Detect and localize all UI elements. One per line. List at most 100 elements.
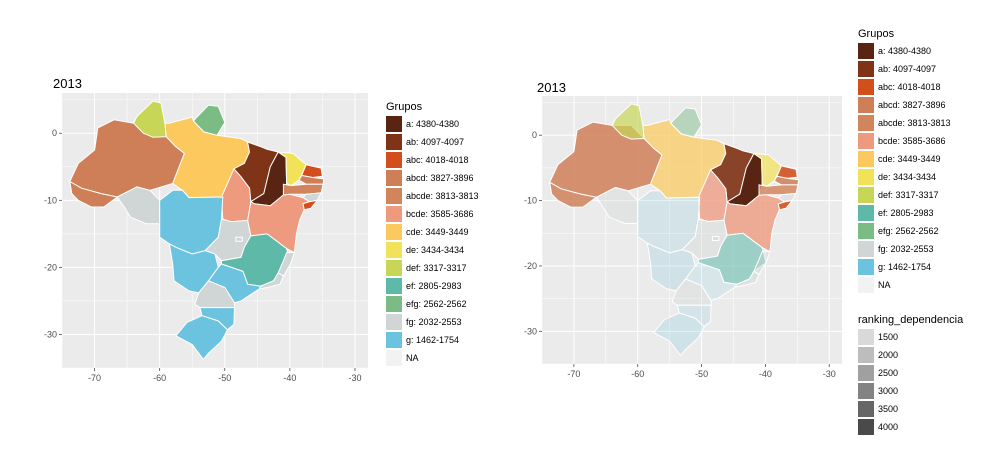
legend-label: abc: 4018-4018 xyxy=(878,82,941,92)
legend-swatch xyxy=(858,205,874,221)
legend-swatch xyxy=(858,97,874,113)
y-tick-label: -20 xyxy=(524,261,537,271)
legend-swatch xyxy=(386,314,402,330)
state-rj xyxy=(734,270,760,288)
legend-swatch xyxy=(386,188,402,204)
legend-swatch xyxy=(386,134,402,150)
legend-swatch xyxy=(858,115,874,131)
legend-label: ef: 2805-2983 xyxy=(878,208,934,218)
legend-swatch xyxy=(386,296,402,312)
legend-swatch xyxy=(386,206,402,222)
legend-label: NA xyxy=(406,353,419,363)
map-panel-right: 2013 -70 -60 -50 -40 -30 0 -10 -20 -30 Grupos a:… xyxy=(524,28,964,435)
legend-swatch xyxy=(858,169,874,185)
state-rj xyxy=(258,272,285,290)
legend-swatch xyxy=(858,151,874,167)
legend-swatch xyxy=(858,223,874,239)
state-rn xyxy=(300,164,323,179)
legend-label: abc: 4018-4018 xyxy=(406,155,469,165)
legend-ranking-dependencia: ranking_dependencia 1500 2000 2500 3000 3500 4… xyxy=(858,314,964,435)
legend-swatch xyxy=(858,259,874,275)
state-rs xyxy=(652,312,705,357)
legend-title: Grupos xyxy=(386,101,423,113)
legend-label: cde: 3449-3449 xyxy=(878,154,941,164)
state-df xyxy=(235,236,243,242)
legend-title: ranking_dependencia xyxy=(858,314,964,326)
x-tick-label: -40 xyxy=(283,373,296,383)
legend-swatch xyxy=(858,187,874,203)
legend-label: 1500 xyxy=(878,332,898,342)
legend-label: fg: 2032-2553 xyxy=(878,244,934,254)
state-ac xyxy=(549,181,598,208)
legend-label: 3000 xyxy=(878,386,898,396)
y-tick-label: -10 xyxy=(44,195,57,205)
legend-label: abcd: 3827-3896 xyxy=(406,173,474,183)
legend-swatch xyxy=(386,278,402,294)
legend-label: ab: 4097-4097 xyxy=(878,64,936,74)
legend-label: NA xyxy=(878,280,891,290)
legend-label: abcde: 3813-3813 xyxy=(878,118,951,128)
legend-swatch xyxy=(858,383,874,399)
state-ac xyxy=(69,180,119,208)
legend-swatch xyxy=(858,61,874,77)
legend-label: 2500 xyxy=(878,368,898,378)
y-tick-label: -10 xyxy=(524,196,537,206)
legend-label: 4000 xyxy=(878,422,898,432)
legend-swatch xyxy=(386,332,402,348)
legend-label: a: 4380-4380 xyxy=(406,119,459,129)
legend-swatch xyxy=(386,152,402,168)
state-rn xyxy=(776,165,798,179)
map-title: 2013 xyxy=(537,80,566,95)
legend-grupos: Grupos a: 4380-4380 ab: 4097-4097 abc: 4018… xyxy=(386,101,479,366)
legend-label: g: 1462-1754 xyxy=(878,262,931,272)
y-tick-label: 0 xyxy=(532,130,537,140)
x-axis-ticks: -70 -60 -50 -40 -30 xyxy=(567,364,836,379)
legend-swatch xyxy=(858,365,874,381)
legend-swatch xyxy=(858,329,874,345)
legend-label: def: 3317-3317 xyxy=(406,263,467,273)
x-tick-label: -40 xyxy=(759,369,772,379)
legend-label: 2000 xyxy=(878,350,898,360)
legend-swatch xyxy=(386,260,402,276)
states xyxy=(549,103,800,357)
legend-swatch xyxy=(858,79,874,95)
states xyxy=(69,100,325,361)
legend-swatch xyxy=(858,401,874,417)
x-tick-label: -60 xyxy=(153,373,166,383)
state-df xyxy=(711,236,720,241)
legend-label: a: 4380-4380 xyxy=(878,46,931,56)
map-panel-left: 2013 -70 -60 -50 -40 -30 0 -10 -20 -30 Grupos a:… xyxy=(44,76,479,383)
map-title: 2013 xyxy=(53,76,82,91)
legend-swatch xyxy=(858,277,874,293)
legend-swatch xyxy=(386,350,402,366)
legend-label: de: 3434-3434 xyxy=(406,245,464,255)
x-axis-ticks: -70 -60 -50 -40 -30 xyxy=(88,368,361,383)
legend-label: ab: 4097-4097 xyxy=(406,137,464,147)
legend-label: bcde: 3585-3686 xyxy=(878,136,946,146)
x-tick-label: -50 xyxy=(218,373,231,383)
y-axis-ticks: 0 -10 -20 -30 xyxy=(524,130,542,336)
legend-label: g: 1462-1754 xyxy=(406,335,459,345)
legend-label: bcde: 3585-3686 xyxy=(406,209,474,219)
y-tick-label: -30 xyxy=(44,329,57,339)
legend-label: 3500 xyxy=(878,404,898,414)
x-tick-label: -70 xyxy=(88,373,101,383)
legend-swatch xyxy=(858,43,874,59)
legend-grupos: Grupos a: 4380-4380 ab: 4097-4097 abc: 4018… xyxy=(858,28,951,293)
legend-label: de: 3434-3434 xyxy=(878,172,936,182)
legend-swatch xyxy=(858,241,874,257)
legend-label: cde: 3449-3449 xyxy=(406,227,469,237)
x-tick-label: -30 xyxy=(823,369,836,379)
legend-label: abcd: 3827-3896 xyxy=(878,100,946,110)
legend-label: efg: 2562-2562 xyxy=(878,226,939,236)
legend-label: efg: 2562-2562 xyxy=(406,299,467,309)
legend-label: fg: 2032-2553 xyxy=(406,317,462,327)
legend-swatch xyxy=(858,419,874,435)
state-rs xyxy=(175,315,229,361)
legend-label: ef: 2805-2983 xyxy=(406,281,462,291)
x-tick-label: -50 xyxy=(695,369,708,379)
legend-swatch xyxy=(386,242,402,258)
legend-swatch xyxy=(858,347,874,363)
legend-swatch xyxy=(386,170,402,186)
y-tick-label: -20 xyxy=(44,262,57,272)
